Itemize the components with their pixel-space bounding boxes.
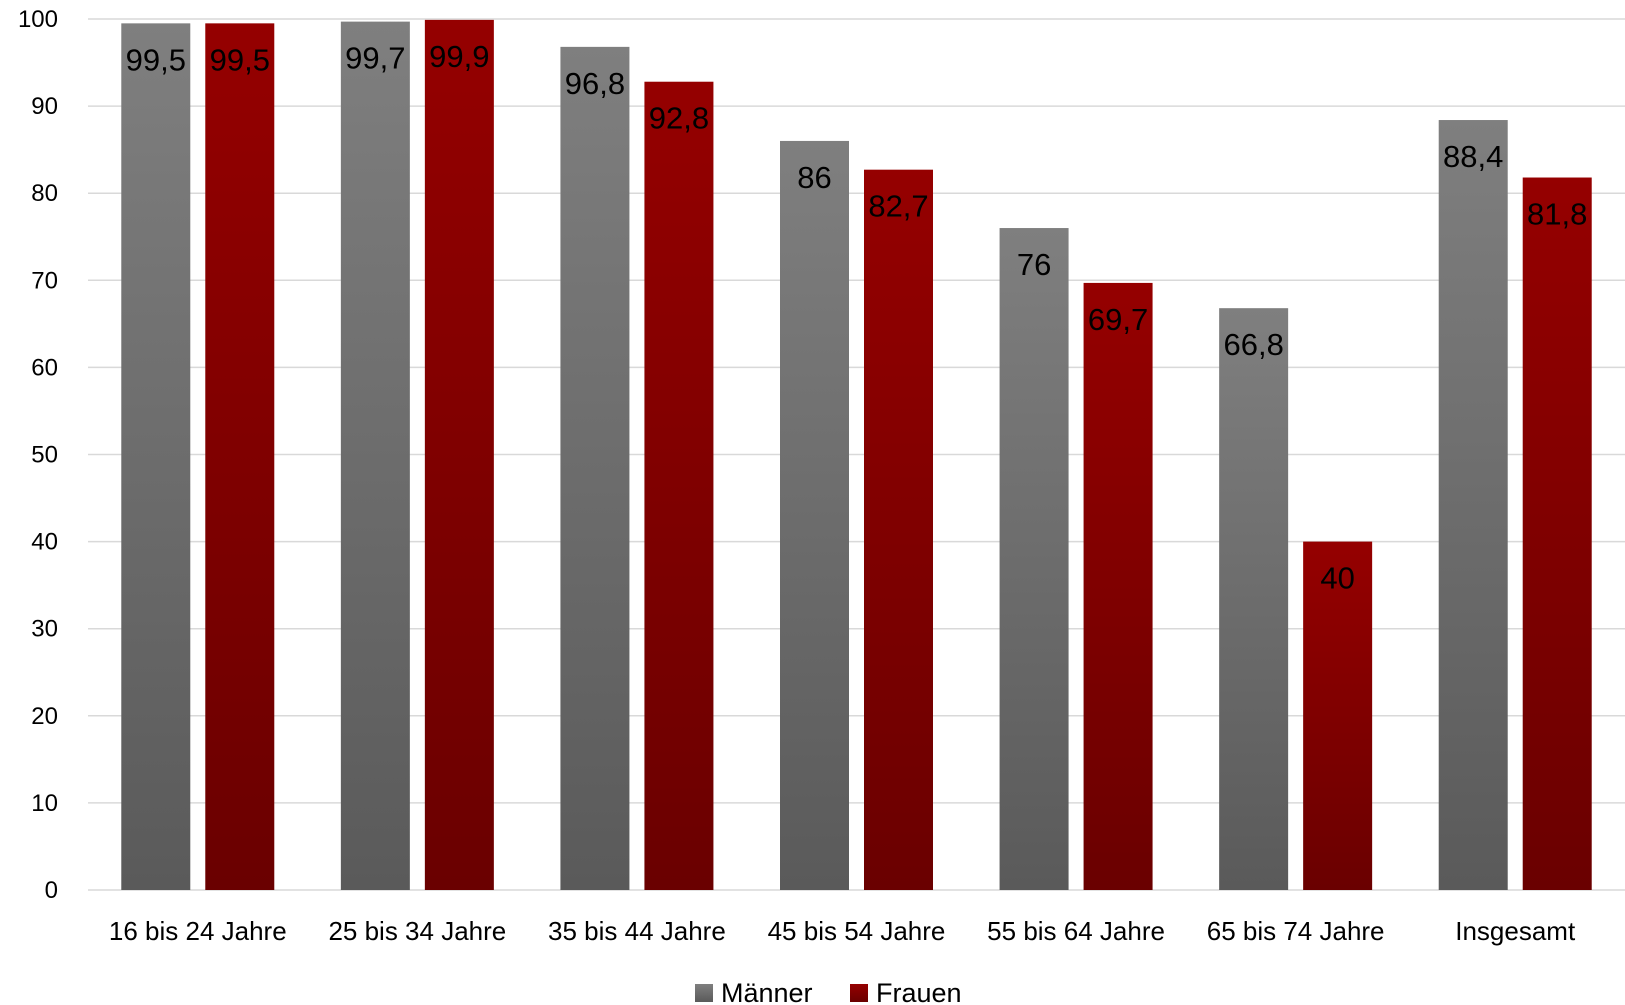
bar-frauen bbox=[644, 81, 714, 891]
bar-maenner bbox=[560, 46, 630, 890]
data-label-frauen: 92,8 bbox=[649, 101, 709, 136]
legend-swatch-maenner bbox=[695, 984, 713, 1002]
y-tick-label: 50 bbox=[31, 442, 58, 469]
data-label-maenner: 96,8 bbox=[565, 66, 625, 101]
bar-maenner bbox=[121, 23, 191, 891]
data-label-maenner: 66,8 bbox=[1223, 327, 1283, 362]
y-tick-label: 30 bbox=[31, 616, 58, 643]
legend-swatch-frauen bbox=[850, 984, 868, 1002]
bar-maenner bbox=[999, 228, 1069, 891]
y-tick-label: 90 bbox=[31, 93, 58, 120]
x-category-label: 16 bis 24 Jahre bbox=[109, 916, 287, 946]
legend-item-frauen[interactable]: Frauen bbox=[850, 978, 962, 1005]
bars bbox=[121, 19, 1592, 891]
data-label-maenner: 99,7 bbox=[345, 41, 405, 76]
bar-maenner bbox=[780, 140, 849, 890]
gridlines bbox=[88, 18, 1625, 891]
bar-maenner bbox=[1219, 308, 1289, 890]
y-tick-label: 0 bbox=[45, 877, 58, 904]
x-category-label: 45 bis 54 Jahre bbox=[768, 916, 946, 946]
bar-frauen bbox=[864, 169, 933, 891]
x-category-label: Insgesamt bbox=[1455, 916, 1576, 946]
bar-frauen bbox=[1522, 177, 1592, 891]
x-category-label: 35 bis 44 Jahre bbox=[548, 916, 726, 946]
x-category-label: 65 bis 74 Jahre bbox=[1207, 916, 1385, 946]
bar-maenner bbox=[340, 21, 410, 891]
data-label-frauen: 69,7 bbox=[1088, 302, 1148, 337]
data-label-maenner: 99,5 bbox=[126, 42, 186, 77]
y-tick-label: 100 bbox=[18, 6, 58, 33]
data-label-maenner: 86 bbox=[797, 160, 831, 195]
y-tick-label: 60 bbox=[31, 354, 58, 381]
x-category-label: 25 bis 34 Jahre bbox=[328, 916, 506, 946]
legend-label-maenner: Männer bbox=[721, 978, 813, 1005]
data-label-maenner: 88,4 bbox=[1443, 139, 1503, 174]
data-labels: 99,5 99,5 99,7 99,9 96,8 92,8 86 82,7 76 69,7 66,8… bbox=[126, 39, 1588, 596]
y-tick-label: 70 bbox=[31, 267, 58, 294]
legend-item-maenner[interactable]: Männer bbox=[695, 978, 813, 1005]
data-label-frauen: 99,5 bbox=[210, 42, 270, 77]
y-tick-label: 20 bbox=[31, 703, 58, 730]
bar-frauen bbox=[424, 19, 494, 891]
data-label-maenner: 76 bbox=[1017, 247, 1051, 282]
data-label-frauen: 82,7 bbox=[868, 189, 928, 224]
x-category-label: 55 bis 64 Jahre bbox=[987, 916, 1165, 946]
data-label-frauen: 81,8 bbox=[1527, 197, 1587, 232]
bar-frauen bbox=[1083, 282, 1153, 891]
bar-frauen bbox=[1303, 541, 1373, 890]
bar-maenner bbox=[1438, 120, 1508, 890]
legend[interactable]: Männer Frauen bbox=[695, 978, 962, 1005]
y-tick-label: 40 bbox=[31, 529, 58, 556]
x-axis-category-labels: 16 bis 24 Jahre 25 bis 34 Jahre 35 bis 44 … bbox=[109, 916, 1576, 946]
data-label-frauen: 40 bbox=[1320, 561, 1354, 596]
data-label-frauen: 99,9 bbox=[429, 39, 489, 74]
legend-label-frauen: Frauen bbox=[876, 978, 962, 1005]
y-axis-tick-labels: 0 10 20 30 40 50 60 70 80 90 100 bbox=[18, 6, 58, 904]
y-tick-label: 10 bbox=[31, 790, 58, 817]
y-tick-label: 80 bbox=[31, 180, 58, 207]
bar-frauen bbox=[205, 23, 275, 891]
